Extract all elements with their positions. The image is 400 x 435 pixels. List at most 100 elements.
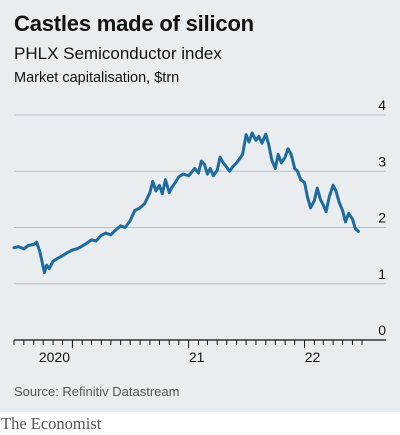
data-point bbox=[32, 243, 35, 246]
data-point bbox=[260, 141, 264, 145]
chart-subtitle: PHLX Semiconductor index bbox=[14, 44, 222, 63]
data-point bbox=[71, 248, 74, 252]
data-point bbox=[109, 233, 113, 237]
data-point bbox=[354, 227, 357, 230]
data-point bbox=[267, 142, 270, 146]
data-point bbox=[17, 245, 20, 248]
data-point bbox=[148, 191, 152, 194]
data-point bbox=[45, 263, 49, 267]
brand-logo: The Economist bbox=[1, 414, 102, 433]
data-point bbox=[299, 178, 303, 181]
x-tick-label-22: 22 bbox=[305, 349, 321, 365]
data-point bbox=[181, 172, 185, 176]
data-point bbox=[341, 209, 344, 212]
data-point bbox=[276, 153, 280, 156]
data-point bbox=[75, 247, 79, 251]
source-note: Source: Refinitiv Datastream bbox=[14, 384, 180, 399]
data-point bbox=[26, 244, 30, 247]
data-point bbox=[80, 244, 84, 248]
line-chart: 0 1 2 3 4 2020 21 22 bbox=[12, 100, 386, 365]
data-point bbox=[247, 140, 251, 144]
data-point bbox=[254, 139, 258, 142]
data-point bbox=[286, 147, 290, 151]
data-point bbox=[56, 257, 59, 260]
data-point bbox=[309, 206, 312, 210]
data-point bbox=[347, 212, 350, 215]
data-point bbox=[128, 219, 132, 223]
gridlines bbox=[14, 114, 386, 285]
data-point bbox=[274, 167, 277, 170]
data-point bbox=[100, 234, 103, 237]
x-tick-label-2020: 2020 bbox=[39, 349, 70, 365]
data-point bbox=[206, 172, 209, 176]
data-point bbox=[47, 267, 51, 270]
data-point bbox=[357, 230, 360, 233]
data-point bbox=[344, 220, 347, 224]
data-point bbox=[319, 198, 322, 201]
data-point bbox=[173, 181, 177, 184]
data-point bbox=[327, 195, 331, 198]
data-point bbox=[51, 259, 55, 263]
data-point bbox=[351, 217, 354, 221]
chart-panel: Castles made of silicon PHLX Semiconduct… bbox=[0, 0, 400, 412]
data-point bbox=[231, 165, 235, 169]
data-point bbox=[160, 192, 164, 196]
data-point bbox=[41, 265, 45, 269]
data-point bbox=[193, 167, 196, 170]
data-point bbox=[331, 184, 335, 187]
data-point bbox=[315, 186, 319, 190]
data-point bbox=[138, 206, 142, 210]
data-point bbox=[321, 203, 325, 207]
y-tick-labels: 0 1 2 3 4 bbox=[378, 100, 386, 338]
data-point bbox=[154, 189, 158, 193]
data-point bbox=[235, 161, 238, 165]
data-point bbox=[225, 166, 229, 169]
data-point bbox=[104, 231, 108, 235]
footer: The Economist bbox=[0, 412, 400, 435]
data-point bbox=[337, 200, 341, 204]
data-point bbox=[113, 229, 117, 232]
chart-units: Market capitalisation, $trn bbox=[14, 70, 180, 86]
data-point bbox=[35, 240, 38, 244]
data-point bbox=[208, 167, 212, 170]
y-tick-label-4: 4 bbox=[378, 100, 386, 113]
data-point bbox=[123, 226, 127, 229]
data-point bbox=[221, 161, 225, 165]
data-point bbox=[215, 168, 219, 172]
data-point bbox=[94, 239, 98, 243]
y-tick-label-0: 0 bbox=[378, 322, 386, 338]
data-point bbox=[289, 153, 293, 156]
data-point bbox=[167, 191, 171, 194]
x-tick-label-21: 21 bbox=[189, 349, 205, 365]
data-point bbox=[65, 251, 69, 255]
data-point bbox=[238, 157, 241, 161]
data-point bbox=[158, 184, 161, 187]
data-point bbox=[228, 169, 231, 173]
data-point bbox=[203, 163, 206, 166]
data-point bbox=[85, 241, 89, 245]
data-point bbox=[303, 181, 306, 184]
data-point bbox=[43, 271, 46, 274]
chart-title: Castles made of silicon bbox=[14, 11, 254, 36]
data-point bbox=[177, 175, 181, 179]
data-point bbox=[90, 238, 93, 242]
data-point bbox=[218, 155, 222, 159]
data-point bbox=[270, 158, 274, 162]
data-point bbox=[119, 224, 122, 228]
data-point bbox=[187, 174, 190, 178]
data-point bbox=[283, 155, 287, 159]
data-point bbox=[244, 133, 248, 136]
y-tick-label-1: 1 bbox=[378, 266, 386, 282]
data-point bbox=[22, 247, 26, 251]
data-point bbox=[264, 132, 268, 136]
data-point bbox=[164, 178, 167, 181]
data-point bbox=[257, 135, 261, 138]
data-point bbox=[334, 189, 338, 193]
data-point bbox=[151, 180, 155, 183]
data-point bbox=[324, 210, 328, 214]
data-point bbox=[250, 131, 254, 135]
data-point bbox=[212, 174, 215, 178]
data-point bbox=[313, 199, 316, 202]
data-point bbox=[190, 171, 193, 174]
data-point bbox=[143, 202, 146, 206]
